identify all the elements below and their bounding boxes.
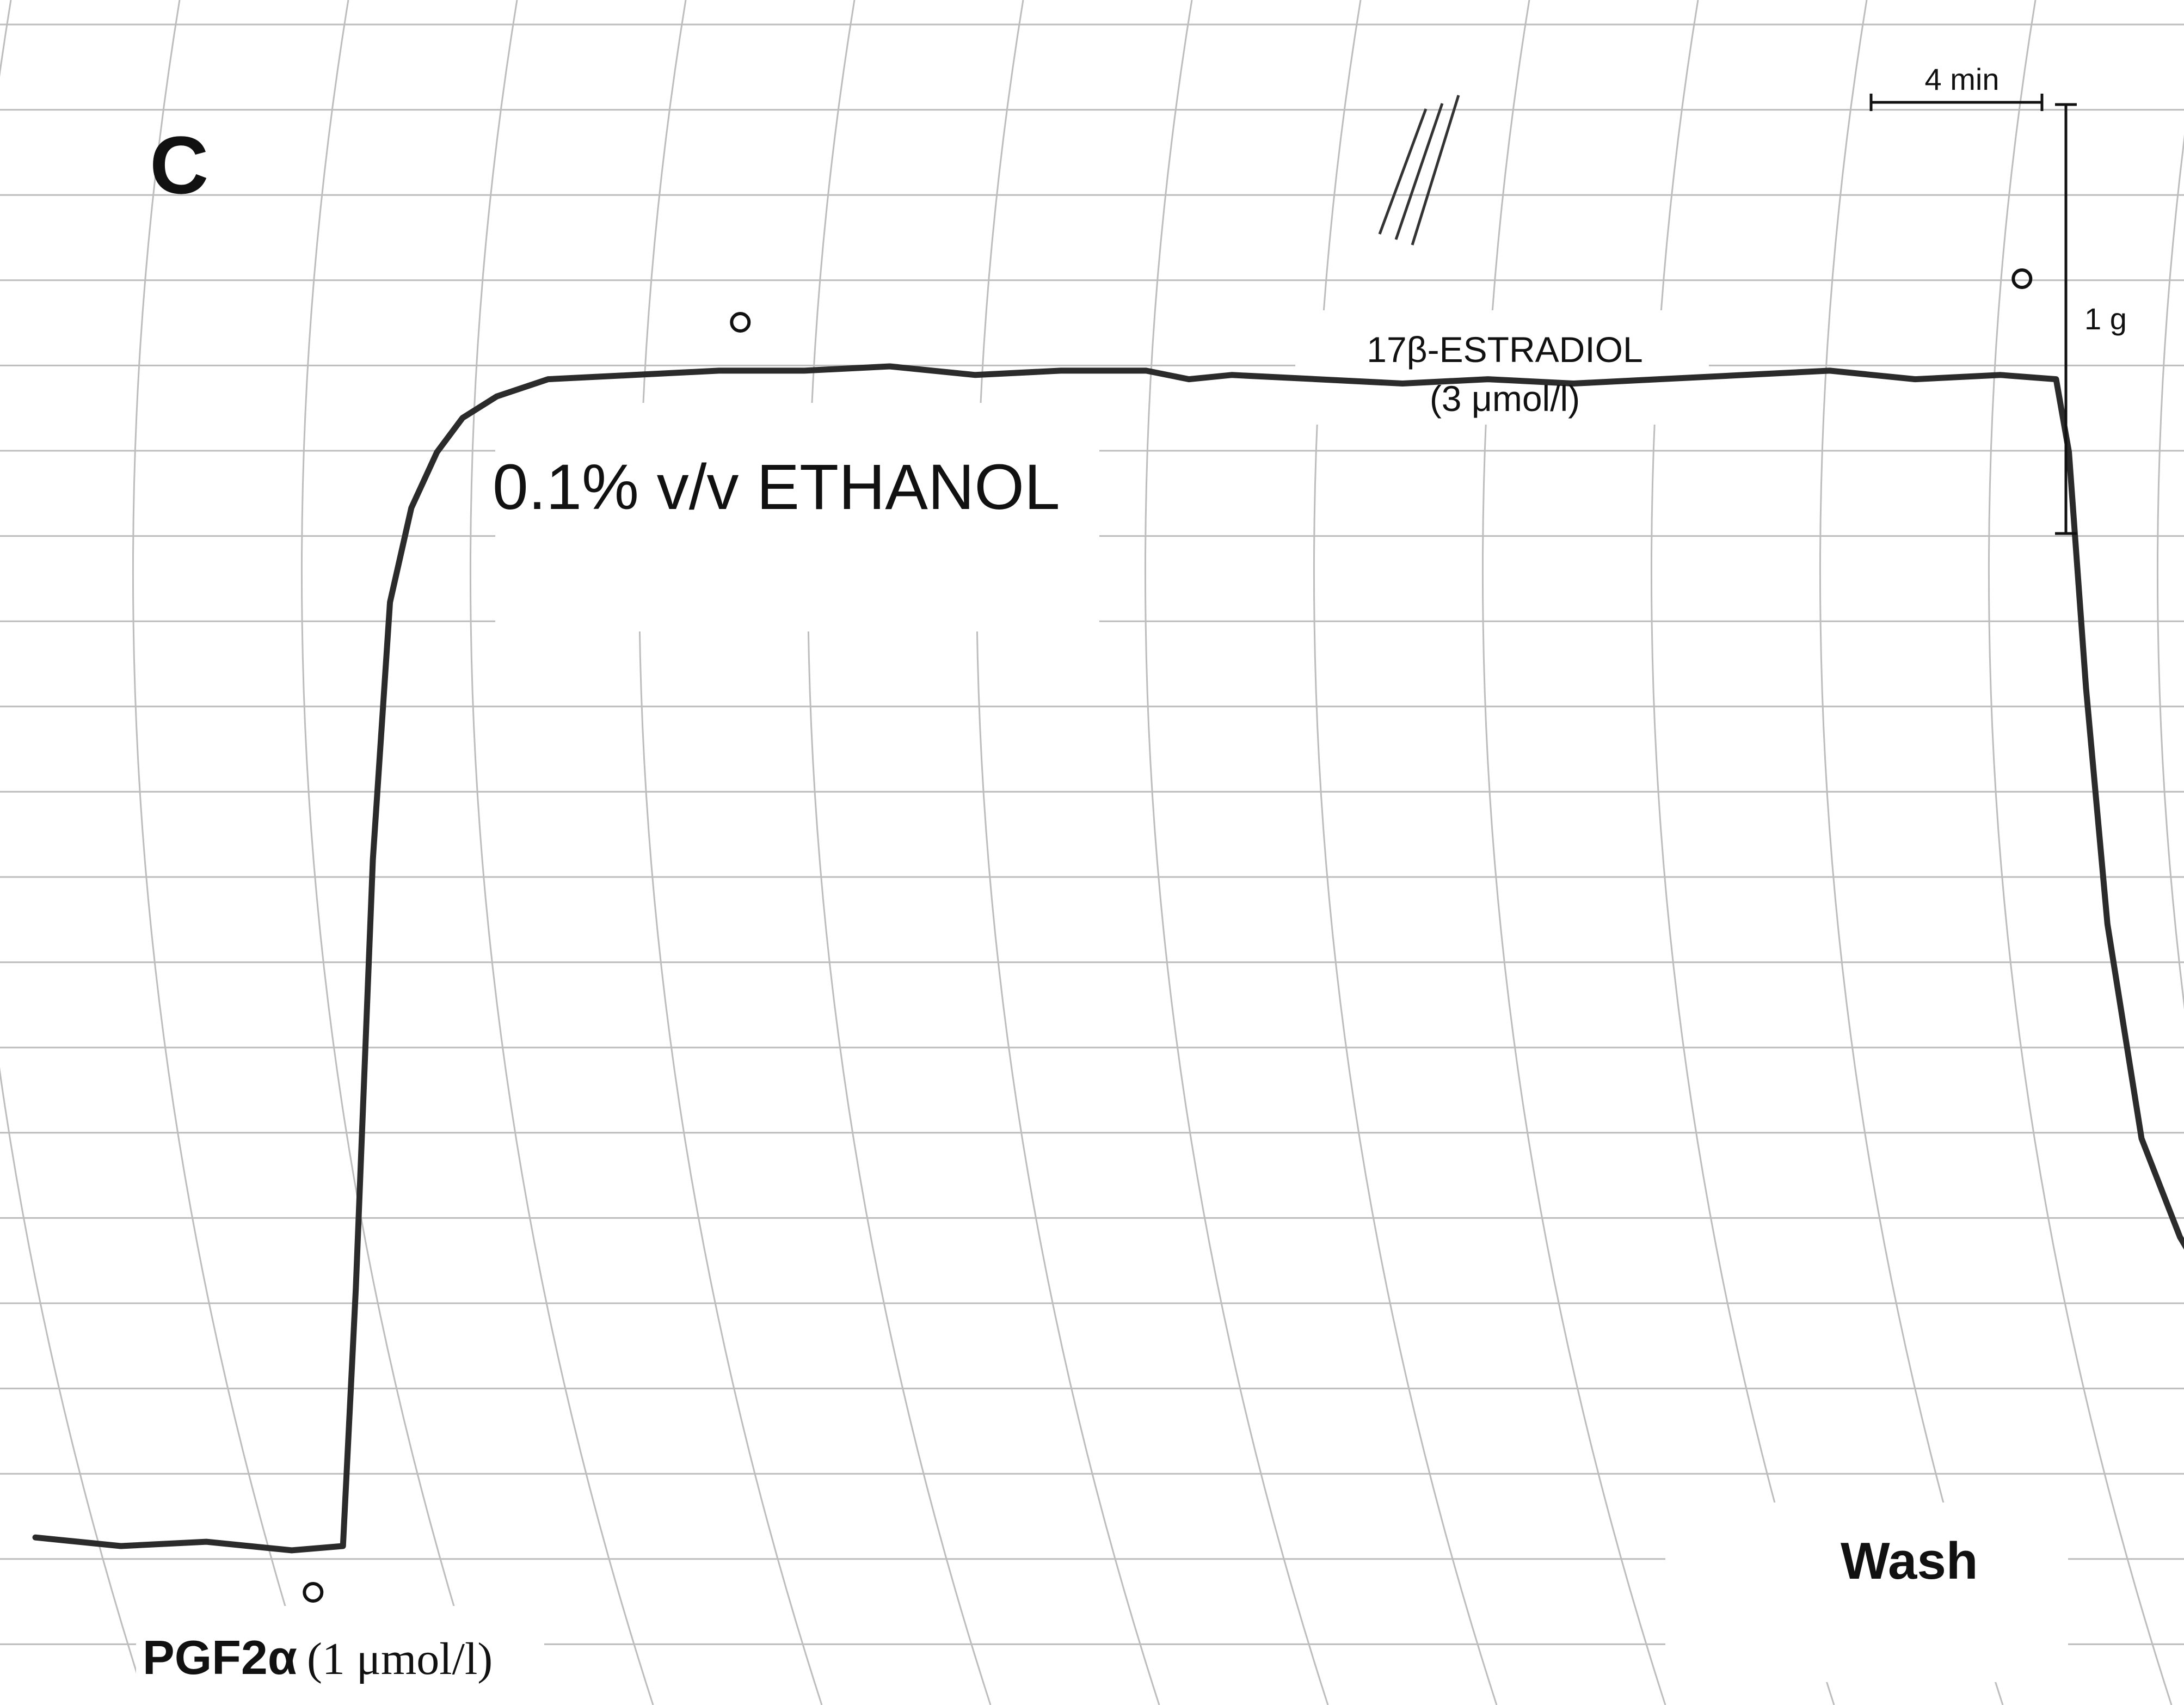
agonist-addition-marker	[303, 1582, 324, 1603]
agonist-label: PGF2α (1 μmol/l)	[143, 1630, 493, 1684]
grid-line-arc	[1819, 0, 2004, 1705]
grid-line-arc	[807, 0, 992, 1705]
drug-label-box	[1295, 310, 1709, 425]
wash-label: Wash	[1841, 1532, 1978, 1590]
tension-trace	[32, 363, 2184, 1554]
agonist-label-box	[136, 1606, 544, 1705]
grid-line-arc	[638, 0, 823, 1705]
vehicle-addition-marker	[730, 312, 751, 333]
time-scale-bar	[1869, 94, 2044, 111]
estradiol-label: 17β-ESTRADIOL	[1367, 329, 1642, 370]
agonist-name: PGF2α	[143, 1630, 297, 1684]
grid-line-arc	[2156, 134, 2184, 1010]
break-marks	[1378, 95, 1460, 246]
grid-line-arc	[1313, 0, 1498, 1705]
grid-line-arc	[1988, 0, 2173, 1705]
grid-line-arc	[1144, 0, 1329, 1705]
time-scale-label: 4 min	[1925, 62, 2000, 96]
grid-line-arc	[1481, 0, 1666, 1705]
estradiol-addition-marker	[2011, 268, 2033, 289]
panel-label: C	[150, 119, 208, 211]
agonist-concentration: (1 μmol/l)	[307, 1634, 493, 1684]
tension-scale-bar	[2055, 103, 2077, 535]
grid-line-arc	[1650, 0, 1835, 1705]
estradiol-concentration: (3 μmol/l)	[1430, 378, 1580, 419]
grid-line-arc	[300, 0, 485, 1705]
wash-label-box	[1665, 1502, 2068, 1682]
grid-line-arc	[975, 0, 1160, 1705]
grid-line-arc	[469, 0, 654, 1705]
grid-line-arc	[132, 0, 317, 1705]
vehicle-label-box	[495, 403, 1099, 631]
vehicle-label: 0.1% v/v ETHANOL	[493, 451, 1060, 523]
tension-scale-label: 1 g	[2084, 302, 2127, 336]
grid-line-arc	[0, 0, 148, 1705]
